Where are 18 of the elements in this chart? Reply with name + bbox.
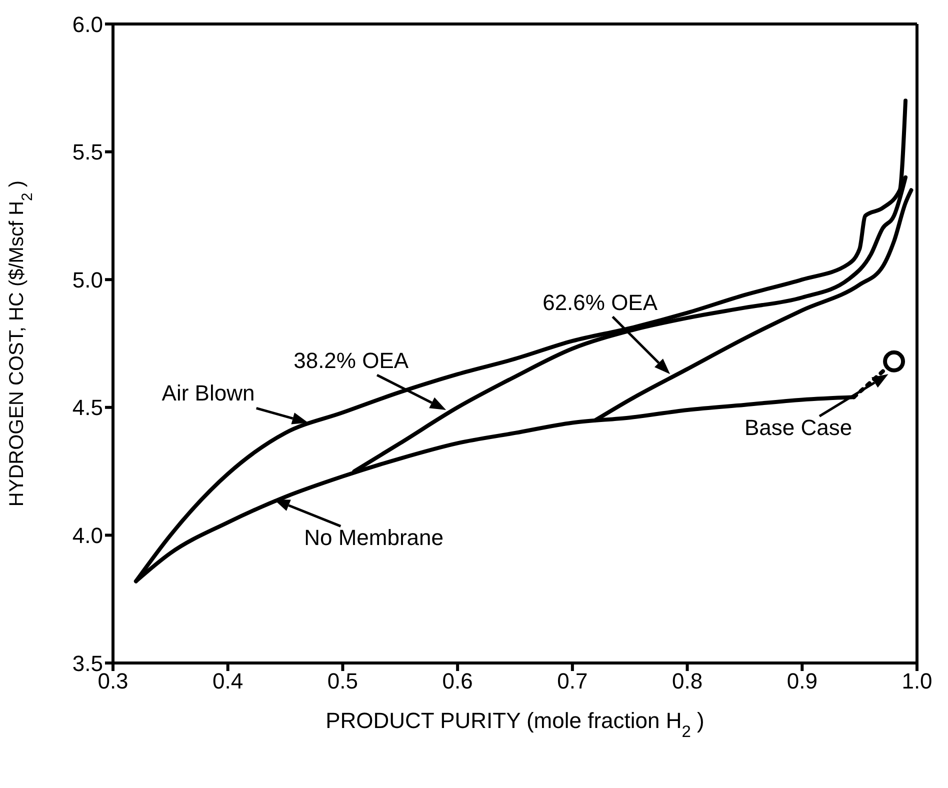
x-axis-title: PRODUCT PURITY (mole fraction H$_{2}$ ) [326,708,704,741]
x-tick-label: 0.7 [557,668,588,694]
annotation: No Membrane [304,525,444,550]
annotation: Air Blown [162,380,255,406]
y-tick-label: 4.0 [72,523,103,548]
x-tick-label: 0.9 [786,668,818,694]
x-tick-label: 0.4 [212,668,244,694]
annotation: 62.6% OEA [542,290,658,315]
x-tick-label: 0.6 [442,668,473,694]
annotation: 38.2% OEA [294,348,409,373]
x-tick-label: 0.8 [672,668,703,694]
y-tick-label: 5.5 [72,140,103,165]
x-tick-label: 0.5 [327,668,358,694]
x-tick-label: 1.0 [902,668,932,694]
y-tick-label: 5.0 [72,267,103,292]
y-tick-label: 6.0 [72,12,103,37]
y-tick-label: 4.5 [72,395,103,420]
annotation: Base Case [744,414,852,440]
